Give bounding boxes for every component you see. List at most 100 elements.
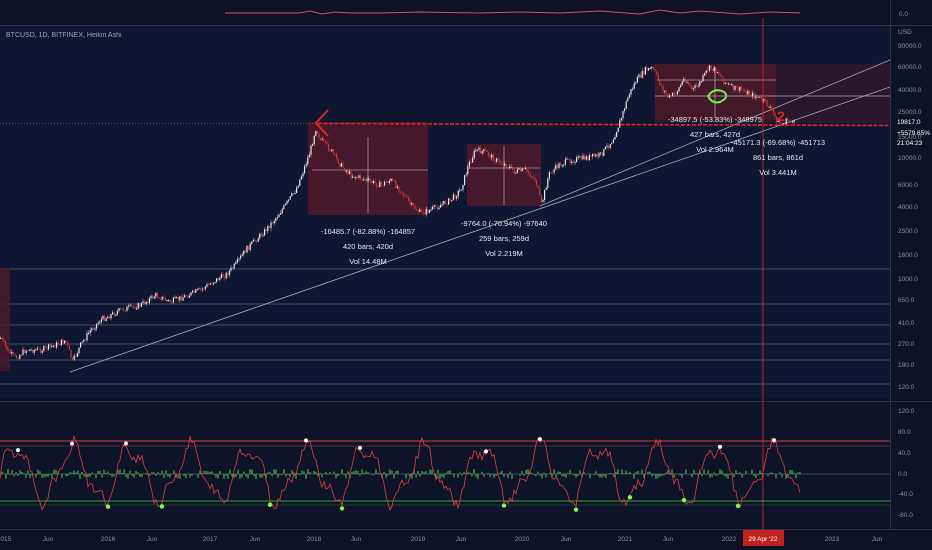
oscillator-axis[interactable]: 120.0 80.0 40.0 0.0 -40.0 -80.0	[898, 408, 915, 519]
oscillator-pane[interactable]	[0, 435, 890, 512]
candle-body	[182, 297, 184, 301]
candle-body	[587, 156, 589, 161]
candle-body	[654, 69, 656, 72]
osc-peak-marker	[718, 444, 722, 449]
horizontal-levels[interactable]	[0, 268, 890, 385]
candle-body	[105, 318, 107, 321]
candle-body	[348, 171, 350, 174]
candle-body	[84, 339, 86, 341]
price-tick: 25000.0	[898, 109, 922, 116]
support-line[interactable]	[317, 122, 891, 127]
candle-body	[630, 89, 632, 95]
price-label[interactable]: 19817.0 +5579.65% 21:04:23	[891, 116, 932, 147]
candle-body	[708, 65, 710, 71]
zone-2021[interactable]	[655, 64, 776, 120]
candle-body	[476, 149, 478, 151]
candle-body	[624, 108, 626, 112]
candle-body	[435, 205, 437, 208]
price-label-countdown: 21:04:23	[897, 140, 923, 147]
candle-body	[614, 136, 616, 140]
price-axis[interactable]: USD 90000.0 60000.0 40000.0 25000.0 15000.0 1…	[898, 29, 922, 391]
zone-2022[interactable]	[655, 64, 890, 123]
candle-body	[22, 349, 24, 355]
candle-body	[104, 316, 106, 321]
candle-body	[264, 229, 266, 236]
candle-body	[662, 85, 664, 91]
candle-body	[766, 100, 768, 107]
price-tick: 410.0	[898, 320, 915, 327]
candle-body	[518, 168, 520, 170]
candle-body	[414, 205, 416, 210]
candle-body	[486, 150, 488, 152]
candle-body	[97, 322, 99, 324]
price-tick: 180.0	[898, 362, 915, 369]
candle-body	[12, 352, 14, 354]
candle-body	[648, 67, 650, 71]
candle-body	[41, 350, 43, 353]
candle-body	[17, 358, 19, 360]
candle-body	[561, 165, 563, 167]
currency-label: USD	[898, 29, 912, 36]
candle-body	[396, 186, 398, 188]
left-arrow-icon[interactable]	[314, 109, 329, 137]
candle-body	[384, 181, 386, 186]
candle-body	[180, 296, 182, 301]
candle-body	[552, 172, 554, 174]
candle-body	[734, 85, 736, 90]
drawdown-volume: Vol 3.441M	[759, 168, 797, 177]
price-label-change: +5579.65%	[897, 130, 930, 137]
candle-body	[723, 78, 725, 84]
candle-body	[188, 295, 190, 298]
trendline-lower	[69, 86, 891, 373]
top-indicator-pane[interactable]: 0.0	[225, 9, 908, 18]
candle-body	[558, 163, 560, 168]
candle-body	[540, 194, 542, 202]
trendlines[interactable]	[69, 59, 891, 373]
candle-body	[361, 179, 363, 181]
price-tick: 6000.0	[898, 182, 918, 189]
candle-body	[720, 74, 722, 76]
candle-body	[457, 190, 459, 197]
candle-body	[283, 205, 285, 210]
osc-trough-marker	[573, 507, 579, 512]
candle-body	[356, 177, 358, 179]
candle-body	[8, 350, 10, 352]
candle-body	[129, 304, 131, 306]
candle-body	[528, 171, 530, 174]
green-scribble[interactable]	[706, 89, 728, 104]
candle-body	[628, 94, 630, 98]
candle-body	[28, 349, 30, 351]
candle-body	[776, 116, 778, 123]
osc-tick: -80.0	[898, 512, 913, 519]
zone-early[interactable]	[0, 268, 10, 371]
price-series[interactable]	[0, 64, 795, 362]
osc-tick: 40.0	[898, 450, 911, 457]
candle-body	[364, 179, 366, 181]
candle-body	[230, 267, 232, 271]
drawdown-zones[interactable]	[0, 64, 890, 371]
candle-body	[636, 76, 638, 83]
candle-body	[526, 168, 528, 172]
candle-body	[220, 274, 222, 278]
candle-body	[256, 240, 258, 242]
candle-body	[756, 96, 758, 98]
osc-peak-marker	[304, 438, 308, 443]
candle-body	[764, 99, 766, 101]
date-highlight-box[interactable]	[743, 530, 784, 546]
candle-body	[185, 295, 187, 297]
candle-body	[468, 161, 470, 167]
candle-body	[155, 292, 157, 297]
osc-peak-marker	[70, 441, 74, 446]
candle-body	[350, 171, 352, 178]
candle-body	[3, 339, 5, 342]
candle-body	[409, 201, 411, 205]
candle-body	[137, 303, 139, 309]
drawdown-change: -34897.5 (-53.83%) -348975	[668, 115, 762, 124]
candle-body	[590, 155, 592, 157]
candle-body	[43, 346, 45, 351]
candle-body	[248, 245, 250, 250]
candle-body	[316, 130, 318, 135]
handwritten-mark[interactable]: 2	[777, 108, 785, 124]
candle-body	[598, 152, 600, 157]
